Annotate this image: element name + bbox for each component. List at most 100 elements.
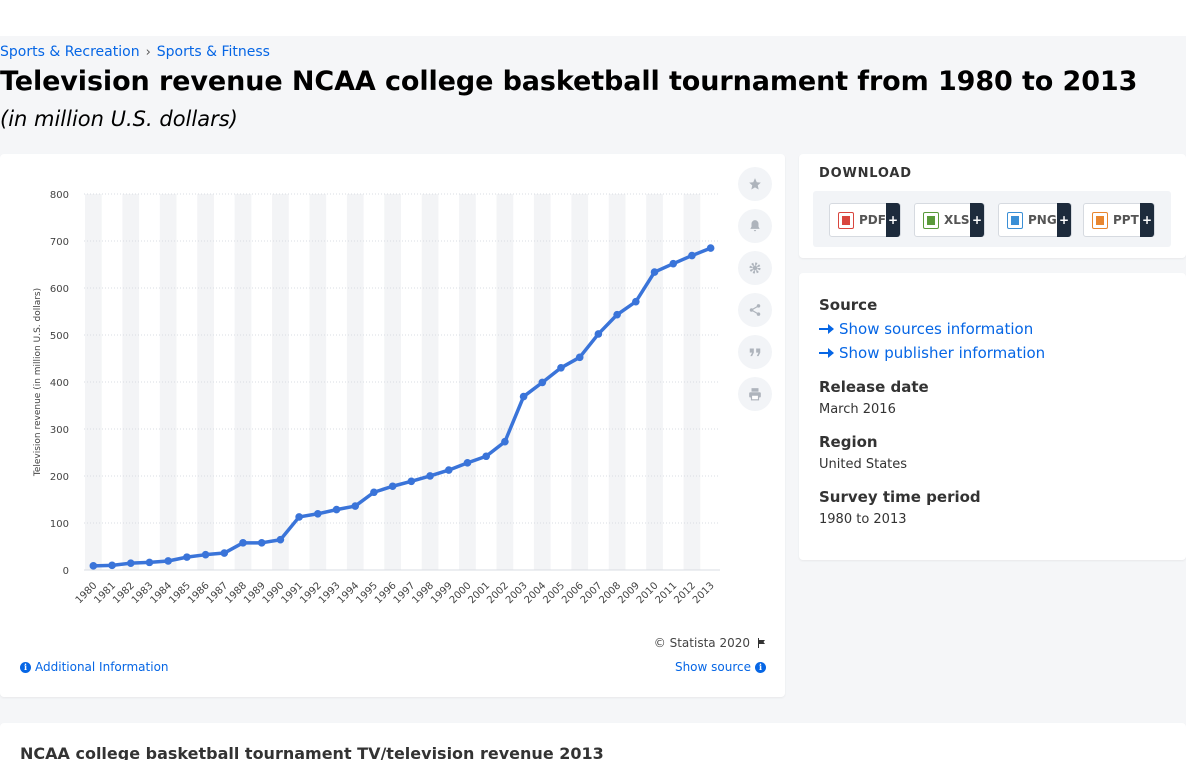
data-point: [519, 392, 528, 401]
related-statistic-title: NCAA college basketball tournament TV/te…: [20, 744, 604, 760]
info-icon: i: [20, 661, 31, 673]
y-tick-label: 200: [50, 472, 69, 483]
data-point: [201, 550, 210, 559]
data-point: [557, 364, 565, 372]
y-axis-title: Television revenue (in million U.S. doll…: [33, 288, 43, 477]
page-subtitle: (in million U.S. dollars): [0, 107, 238, 131]
data-point: [220, 549, 229, 557]
breadcrumb-separator: ›: [145, 44, 151, 60]
show-sources-label: Show sources information: [839, 320, 1034, 338]
top-bar: [0, 0, 1186, 36]
notification-button[interactable]: [738, 209, 772, 243]
quote-icon: [749, 348, 761, 357]
pdf-file-icon: [839, 212, 853, 228]
download-xls-button[interactable]: XLS +: [914, 203, 985, 237]
data-point: [351, 502, 360, 510]
download-card: DOWNLOAD PDF + XLS + PNG + PPT +: [799, 154, 1186, 258]
y-tick-label: 600: [50, 284, 69, 295]
page-title: Television revenue NCAA college basketba…: [0, 66, 1138, 97]
data-point: [632, 297, 640, 306]
gear-icon: [749, 262, 761, 274]
data-point: [538, 378, 547, 387]
download-ppt-label: PPT: [1113, 213, 1139, 227]
star-icon: [749, 178, 761, 190]
share-button[interactable]: [738, 293, 772, 327]
breadcrumb-sports-fitness[interactable]: Sports & Fitness: [156, 44, 270, 60]
arrow-right-icon: [819, 348, 834, 358]
show-source-link[interactable]: Show source i: [675, 660, 766, 674]
y-tick-label: 800: [50, 190, 69, 201]
plus-icon: +: [1140, 203, 1154, 237]
survey-period-value: 1980 to 2013: [819, 512, 907, 527]
arrow-right-icon: [819, 324, 834, 334]
data-point: [706, 244, 715, 252]
x-tick-label: 2013: [691, 580, 717, 606]
y-tick-label: 400: [50, 378, 69, 389]
cite-button[interactable]: [738, 335, 772, 369]
column-band: [683, 194, 701, 570]
data-point: [239, 539, 247, 547]
data-point: [183, 553, 191, 561]
survey-period-label: Survey time period: [819, 488, 981, 506]
download-heading: DOWNLOAD: [819, 166, 912, 181]
y-tick-label: 300: [50, 425, 69, 436]
column-band: [459, 194, 476, 570]
data-point: [426, 472, 434, 480]
flag-icon[interactable]: [756, 637, 768, 649]
settings-button[interactable]: [738, 251, 772, 285]
series-line: [93, 246, 712, 568]
release-date-value: March 2016: [819, 402, 896, 417]
data-point: [295, 513, 303, 521]
plus-icon: +: [1057, 203, 1071, 237]
column-band: [608, 194, 626, 570]
data-point: [370, 488, 378, 497]
column-band: [384, 194, 401, 570]
share-icon: [749, 304, 761, 316]
breadcrumb-sports-recreation[interactable]: Sports & Recreation: [0, 44, 140, 60]
download-png-label: PNG: [1028, 213, 1057, 227]
data-point: [650, 268, 659, 276]
region-value: United States: [819, 457, 908, 472]
data-point: [388, 482, 397, 491]
release-date-label: Release date: [819, 378, 929, 396]
y-tick-label: 500: [50, 331, 69, 342]
show-publisher-link[interactable]: Show publisher information: [819, 344, 1045, 362]
bell-icon: [750, 220, 760, 232]
data-point: [332, 505, 341, 514]
data-point: [89, 562, 98, 570]
data-point: [594, 330, 603, 338]
show-source-label: Show source: [674, 660, 751, 674]
data-point: [463, 459, 472, 467]
data-point: [257, 539, 266, 547]
download-pdf-button[interactable]: PDF +: [829, 203, 901, 237]
region-label: Region: [819, 433, 878, 451]
statistic-info-card: Source Show sources information Show pub…: [799, 273, 1186, 560]
related-statistic-card: NCAA college basketball tournament TV/te…: [0, 723, 1186, 760]
plus-icon: +: [970, 203, 984, 237]
y-tick-label: 100: [50, 519, 69, 530]
xls-file-icon: [924, 212, 938, 228]
breadcrumb: Sports & Recreation › Sports & Fitness: [0, 44, 270, 60]
source-label: Source: [819, 296, 878, 314]
download-png-button[interactable]: PNG +: [998, 203, 1072, 237]
additional-information-link[interactable]: i Additional Information: [20, 660, 169, 674]
favorite-button[interactable]: [738, 167, 772, 201]
data-point: [444, 466, 453, 474]
plus-icon: +: [886, 203, 900, 237]
data-point: [407, 477, 416, 486]
additional-information-label: Additional Information: [35, 660, 169, 674]
download-ppt-button[interactable]: PPT +: [1083, 203, 1155, 237]
data-point: [314, 509, 322, 518]
data-point: [669, 259, 678, 268]
column-band: [272, 194, 289, 570]
line-chart: 0 100 200 300 400 500 600 700 800 Television reve…: [33, 190, 720, 606]
data-point: [164, 557, 172, 565]
show-sources-link[interactable]: Show sources information: [819, 320, 1033, 338]
download-buttons-row: PDF + XLS + PNG + PPT +: [813, 191, 1171, 247]
data-point: [276, 535, 285, 544]
column-band: [346, 194, 364, 570]
download-pdf-label: PDF: [859, 213, 886, 227]
print-button[interactable]: [738, 377, 772, 411]
data-point: [482, 452, 490, 461]
info-icon: i: [755, 661, 766, 673]
